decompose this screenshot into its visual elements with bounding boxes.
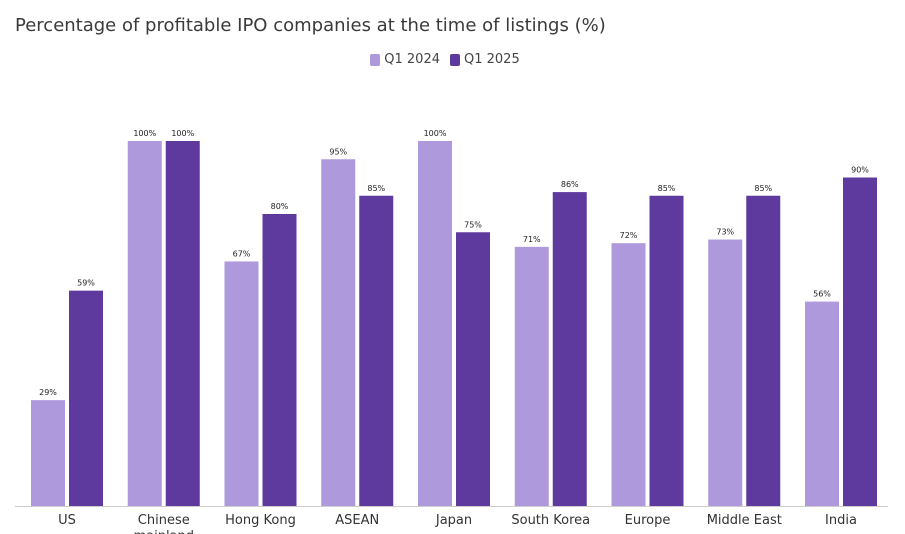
bar [708,239,743,507]
x-tick-label: Middle East [706,513,782,528]
bar [456,232,490,506]
value-label: 59% [77,279,95,288]
value-label: 85% [367,184,385,193]
bar [69,290,103,506]
value-label: 72% [620,231,638,240]
legend-swatch [450,53,460,66]
bar [649,195,684,506]
x-tick-label: Japan [435,513,473,528]
value-label: 86% [561,180,579,189]
bar [805,301,839,506]
bar [127,141,162,506]
x-tick-label: Europe [624,513,671,528]
bar [31,400,65,506]
value-label: 71% [523,235,541,244]
value-label: 100% [133,129,156,138]
bar [321,159,356,506]
value-label: 90% [851,166,869,175]
legend-label: Q1 2025 [464,52,520,67]
x-tick-label: South Korea [511,513,591,528]
value-label: 56% [813,290,831,299]
bar [552,192,587,506]
value-label: 85% [658,184,676,193]
bar [611,243,646,506]
value-label: 29% [39,388,57,397]
value-label: 95% [329,147,347,156]
bar [746,195,781,506]
x-tick-label: Hong Kong [225,513,296,528]
value-label: 100% [171,129,194,138]
value-label: 85% [754,184,772,193]
bar [843,177,877,506]
bar [224,261,259,506]
legend-label: Q1 2024 [384,52,440,67]
chart-title: Percentage of profitable IPO companies a… [15,15,606,36]
bar [165,141,200,506]
x-tick-label: India [825,513,857,528]
legend-swatch [370,53,381,66]
value-label: 75% [464,220,482,229]
x-tick-label: Chinese mainland [133,513,194,534]
bar [514,246,549,506]
legend-item: Q1 2025 [450,52,520,67]
value-label: 100% [424,129,447,138]
bar [359,195,394,506]
legend: Q1 2024 Q1 2025 [0,52,890,67]
legend-item: Q1 2024 [370,52,440,67]
x-tick-label: US [58,513,76,528]
value-label: 73% [716,228,734,237]
bar [262,214,297,506]
value-label: 80% [271,202,289,211]
x-tick-label: ASEAN [335,513,380,528]
bar [418,141,452,506]
value-label: 67% [233,249,251,258]
